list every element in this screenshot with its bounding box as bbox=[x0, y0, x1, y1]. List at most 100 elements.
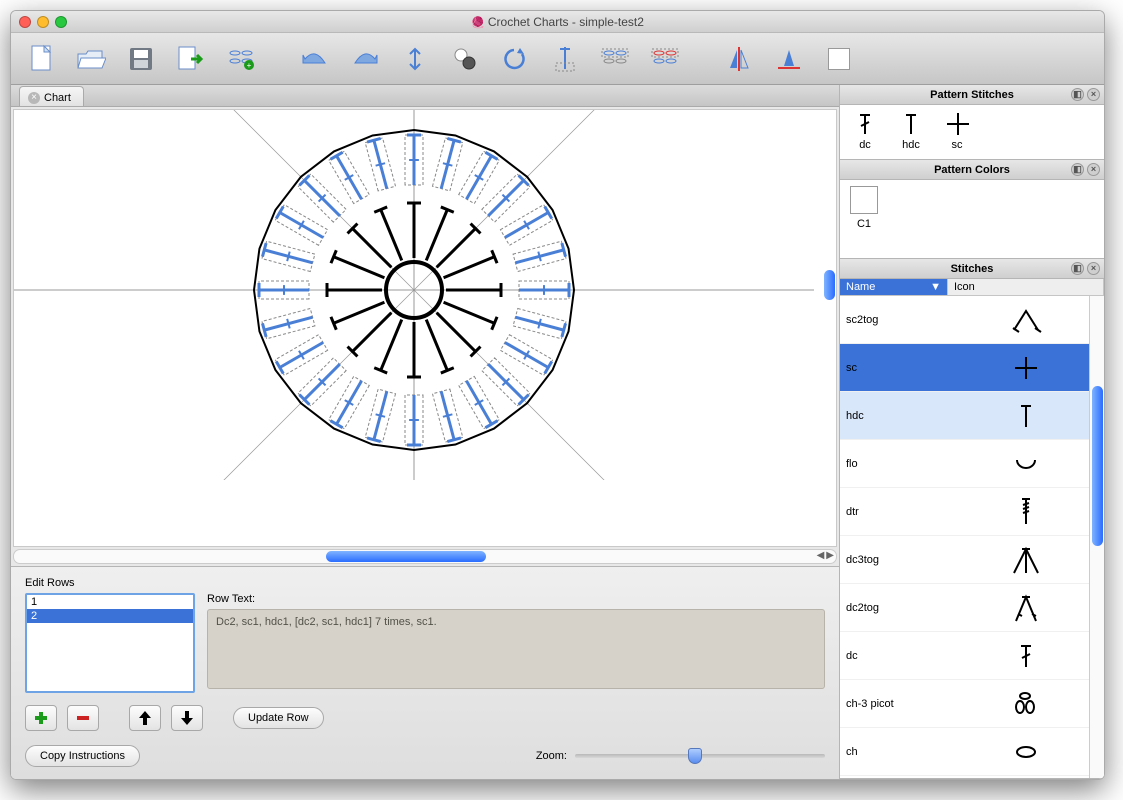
toolbar-row-select-button[interactable] bbox=[597, 41, 633, 77]
update-row-button[interactable]: Update Row bbox=[233, 707, 324, 729]
main-toolbar: + bbox=[11, 33, 1104, 85]
stitch-row[interactable]: sc2tog bbox=[840, 296, 1104, 344]
picot-icon bbox=[948, 690, 1104, 718]
stitch-row[interactable]: dc2tog bbox=[840, 584, 1104, 632]
ch-icon bbox=[948, 738, 1104, 766]
toolbar-swap-button[interactable] bbox=[447, 41, 483, 77]
pattern-stitch-item[interactable]: dc bbox=[852, 111, 878, 151]
stitch-row[interactable]: hdc bbox=[840, 392, 1104, 440]
stitch-name: hdc bbox=[840, 410, 948, 422]
col-icon: Icon bbox=[948, 279, 1104, 295]
stitch-name: ch-3 picot bbox=[840, 698, 948, 710]
edit-rows-title: Edit Rows bbox=[25, 577, 825, 589]
swatch-label: C1 bbox=[857, 218, 871, 230]
toolbar-undo-button[interactable] bbox=[297, 41, 333, 77]
window-title: Crochet Charts - simple-test2 bbox=[11, 15, 1104, 29]
row-list-item[interactable]: 2 bbox=[27, 609, 193, 623]
stitches-scrollbar[interactable] bbox=[1089, 296, 1104, 778]
toolbar-redo-button[interactable] bbox=[347, 41, 383, 77]
toolbar-link-button[interactable] bbox=[397, 41, 433, 77]
titlebar: Crochet Charts - simple-test2 bbox=[11, 11, 1104, 33]
side-panels: Pattern Stitches◧× dchdcsc Pattern Color… bbox=[839, 85, 1104, 779]
stitch-abbr: dc bbox=[859, 139, 871, 151]
pattern-stitches-title: Pattern Stitches bbox=[930, 89, 1014, 101]
stitch-row[interactable]: dc3tog bbox=[840, 536, 1104, 584]
stitch-row[interactable]: sc bbox=[840, 344, 1104, 392]
row-list-item[interactable]: 1 bbox=[27, 595, 193, 609]
zoom-slider[interactable] bbox=[575, 754, 825, 758]
rows-listbox[interactable]: 12 bbox=[25, 593, 195, 693]
toolbar-copy-stitch-button[interactable] bbox=[547, 41, 583, 77]
chart-canvas[interactable] bbox=[13, 109, 837, 547]
stitch-abbr: hdc bbox=[902, 139, 920, 151]
sc-icon bbox=[948, 354, 1104, 382]
panel-close-icon[interactable]: × bbox=[1087, 163, 1100, 176]
stitch-row[interactable]: dtr bbox=[840, 488, 1104, 536]
toolbar-export-button[interactable] bbox=[173, 41, 209, 77]
panel-detach-icon[interactable]: ◧ bbox=[1071, 88, 1084, 101]
stitches-column-header[interactable]: Name ▼ Icon bbox=[840, 279, 1104, 296]
tab-label: Chart bbox=[44, 92, 71, 104]
pattern-colors-title: Pattern Colors bbox=[934, 164, 1010, 176]
pattern-stitches-panel: Pattern Stitches ◧× dc hdc sc bbox=[840, 85, 1104, 160]
toolbar-color-button[interactable] bbox=[821, 41, 857, 77]
dtr-icon bbox=[948, 496, 1104, 528]
svg-text:+: + bbox=[247, 61, 252, 70]
remove-row-button[interactable] bbox=[67, 705, 99, 731]
add-row-button[interactable] bbox=[25, 705, 57, 731]
stitch-name: dc3tog bbox=[840, 554, 948, 566]
stitch-name: dc bbox=[840, 650, 948, 662]
toolbar-open-button[interactable] bbox=[73, 41, 109, 77]
stitch-name: dc2tog bbox=[840, 602, 948, 614]
tab-close-icon[interactable]: × bbox=[28, 92, 40, 104]
stitch-row[interactable]: flo bbox=[840, 440, 1104, 488]
sc2tog-icon bbox=[948, 306, 1104, 334]
toolbar-group-button[interactable] bbox=[647, 41, 683, 77]
dc3tog-icon bbox=[948, 545, 1104, 575]
dc-icon bbox=[948, 642, 1104, 670]
color-swatch[interactable]: C1 bbox=[850, 186, 878, 230]
panel-close-icon[interactable]: × bbox=[1087, 88, 1100, 101]
move-row-down-button[interactable] bbox=[171, 705, 203, 731]
stitch-name: ch bbox=[840, 746, 948, 758]
pattern-colors-panel: Pattern Colors ◧× C1 bbox=[840, 160, 1104, 259]
copy-instructions-button[interactable]: Copy Instructions bbox=[25, 745, 140, 767]
toolbar-save-button[interactable] bbox=[123, 41, 159, 77]
canvas-horizontal-scrollbar[interactable]: ◀▶ bbox=[13, 549, 837, 564]
dc2tog-icon bbox=[948, 593, 1104, 623]
toolbar-mirror-v-button[interactable] bbox=[771, 41, 807, 77]
sc-icon bbox=[944, 111, 970, 137]
stitch-row[interactable]: ch-3 picot bbox=[840, 680, 1104, 728]
tab-chart[interactable]: × Chart bbox=[19, 86, 84, 106]
toolbar-grid-button[interactable]: + bbox=[223, 41, 259, 77]
swatch-box bbox=[850, 186, 878, 214]
row-text-label: Row Text: bbox=[207, 593, 825, 605]
app-window: Crochet Charts - simple-test2 + × Chart bbox=[10, 10, 1105, 780]
stitch-row[interactable]: ch bbox=[840, 728, 1104, 776]
stitch-name: dtr bbox=[840, 506, 948, 518]
stitch-row[interactable]: dc bbox=[840, 632, 1104, 680]
stitch-name: sc2tog bbox=[840, 314, 948, 326]
toolbar-mirror-h-button[interactable] bbox=[721, 41, 757, 77]
stitch-name: flo bbox=[840, 458, 948, 470]
toolbar-new-button[interactable] bbox=[23, 41, 59, 77]
canvas-vertical-scrollbar[interactable] bbox=[821, 110, 836, 546]
stitches-panel: Stitches ◧× Name ▼ Icon sc2tog sc hdc flo dtr d… bbox=[840, 259, 1104, 779]
stitch-name: sc bbox=[840, 362, 948, 374]
flo-icon bbox=[948, 450, 1104, 478]
pattern-stitch-item[interactable]: sc bbox=[944, 111, 970, 151]
panel-detach-icon[interactable]: ◧ bbox=[1071, 163, 1084, 176]
document-tab-bar: × Chart bbox=[11, 85, 839, 107]
panel-close-icon[interactable]: × bbox=[1087, 262, 1100, 275]
sort-icon: ▼ bbox=[930, 281, 941, 293]
stitches-title: Stitches bbox=[951, 263, 994, 275]
pattern-stitch-item[interactable]: hdc bbox=[898, 111, 924, 151]
hdc-icon bbox=[898, 111, 924, 137]
toolbar-rotate-button[interactable] bbox=[497, 41, 533, 77]
row-text-box[interactable]: Dc2, sc1, hdc1, [dc2, sc1, hdc1] 7 times… bbox=[207, 609, 825, 689]
stitches-list[interactable]: sc2tog sc hdc flo dtr dc3tog dc2tog dc ch-3 pico… bbox=[840, 296, 1104, 778]
col-name: Name bbox=[846, 281, 875, 293]
panel-detach-icon[interactable]: ◧ bbox=[1071, 262, 1084, 275]
edit-rows-panel: Edit Rows 12 Row Text: Dc2, sc1, hdc1, [… bbox=[11, 566, 839, 779]
move-row-up-button[interactable] bbox=[129, 705, 161, 731]
